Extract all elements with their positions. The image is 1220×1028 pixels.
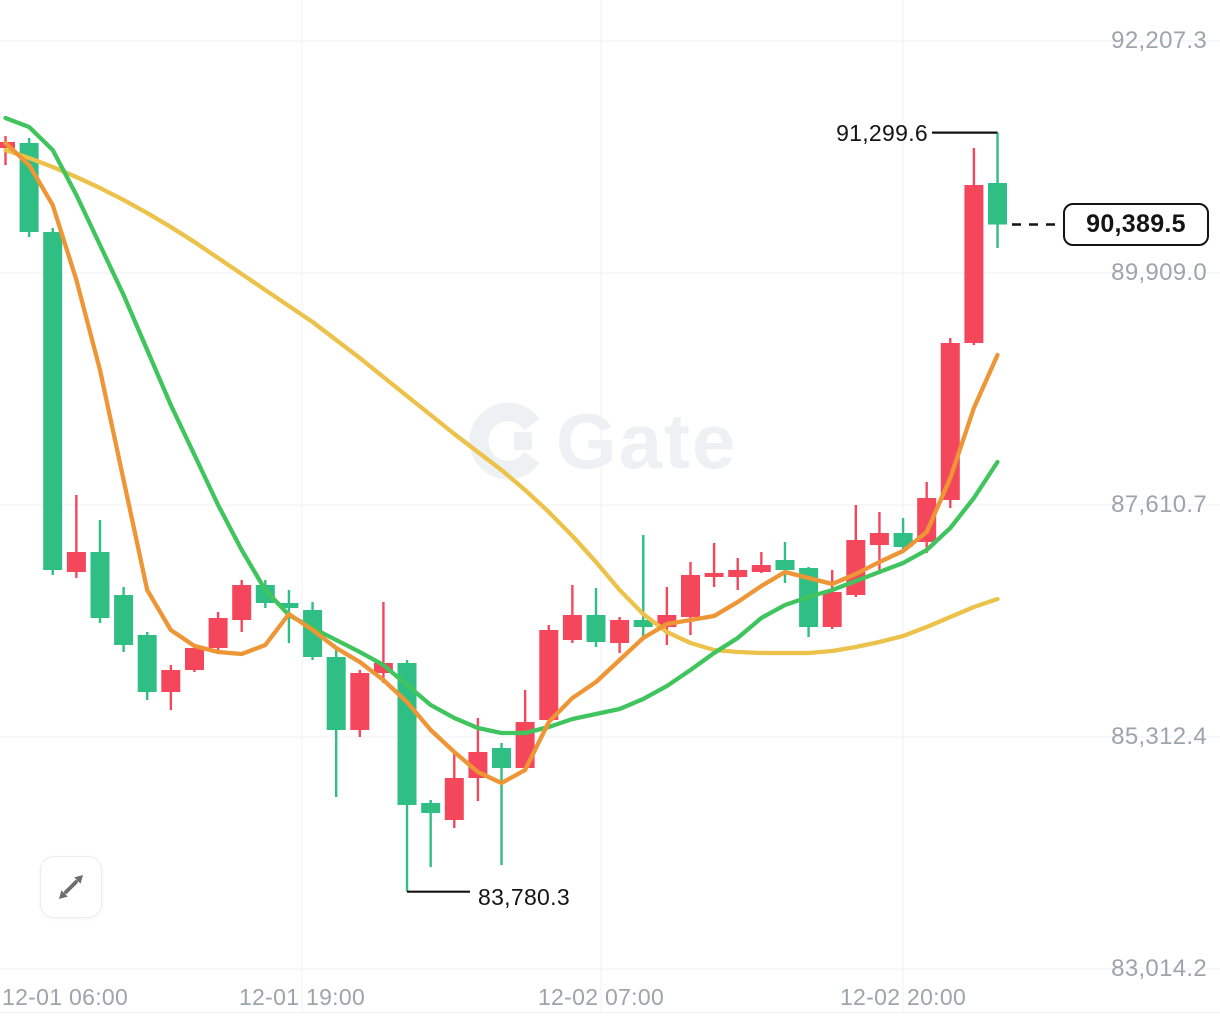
candle-body [373,663,393,673]
candle-body [988,183,1007,225]
candle-body [869,533,889,545]
candle-body [90,552,110,618]
price-axis-label: 89,909.0 [1111,259,1207,286]
candle-body [893,533,913,547]
annotation-lines [407,131,1063,893]
time-axis-label: 12-01 19:00 [238,984,366,1010]
candle-body [208,618,228,648]
price-axis-label: 92,207.3 [1111,27,1207,54]
svg-text:Gate: Gate [556,397,737,485]
candle-body [232,585,252,620]
candle-body [255,585,275,603]
high-price-label: 91,299.6 [836,119,928,146]
candle-body [846,540,866,595]
candle-body [161,670,181,692]
ma-mid-line [3,140,1000,786]
last-price-tag: 90,389.5 [1063,203,1209,246]
candle-body [444,778,464,820]
candle-body [728,570,748,577]
candle-body [586,615,606,642]
candle-body [964,185,984,343]
candle-body [350,673,370,730]
candles-layer [0,132,1007,892]
candle-body [704,573,724,577]
candle-body [751,565,771,572]
candle-body [185,648,204,670]
candle-body [19,143,39,232]
candle-body [421,803,441,813]
candle-body [775,560,795,570]
candle-body [633,620,653,627]
candle-body [468,752,488,778]
candle-body [562,615,582,640]
candle-body [114,595,134,645]
candle-body [326,657,346,730]
time-axis-label: 12-01 06:00 [2,984,129,1010]
time-axis-label: 12-02 20:00 [839,984,967,1010]
candle-body [492,748,511,768]
candle-body [66,552,86,572]
candle-body [303,610,323,657]
candle-body [822,592,842,627]
candle-body [917,498,937,542]
candle-body [539,630,559,720]
candle-body [43,232,63,570]
time-axis-label: 12-02 07:00 [537,984,665,1010]
axis-separator [0,1012,1220,1013]
candle-body [137,635,157,692]
candle-body [681,575,700,617]
candle-body [279,603,299,608]
low-price-label: 83,780.3 [478,883,570,910]
gate-watermark: Gate [469,397,737,485]
candle-body [610,620,630,643]
ma-slow-line [3,147,1000,656]
expand-chart-button[interactable] [40,856,102,918]
price-axis-label: 85,312.4 [1111,723,1207,750]
price-axis-label: 83,014.2 [1111,955,1207,982]
ma-fast-line [3,115,1000,736]
expand-arrows-icon [59,875,83,899]
price-axis-label: 87,610.7 [1111,491,1207,518]
